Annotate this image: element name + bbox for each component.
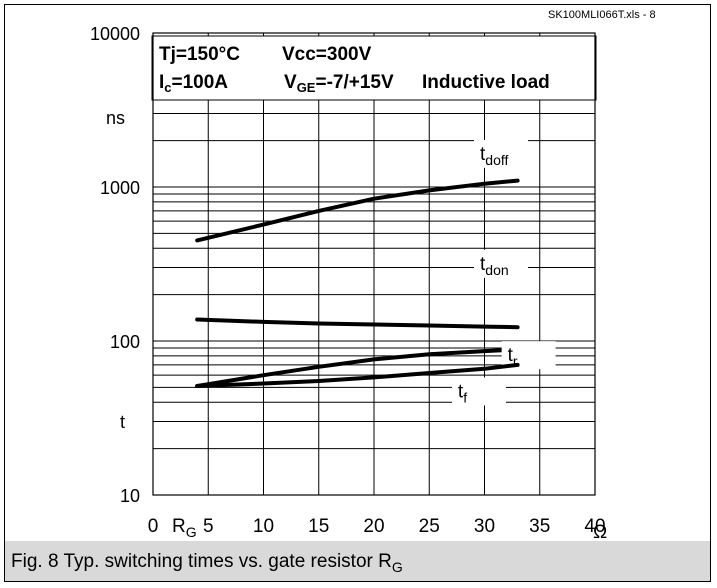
x-tick-label: 20 <box>363 516 384 537</box>
series-label-don: tdon <box>480 254 509 278</box>
caption-sub: G <box>391 559 403 575</box>
x-unit-label: Ω <box>593 522 607 543</box>
series-label-f: tf <box>458 381 467 405</box>
condition-vcc: Vcc=300V <box>282 44 372 65</box>
series-label-bg <box>474 249 529 278</box>
y-tick-label: 10000 <box>90 24 140 44</box>
series-line-f <box>195 362 520 388</box>
condition-tj: Tj=150°C <box>159 44 240 65</box>
x-tick-label: 35 <box>529 516 550 537</box>
y-unit-label: ns <box>106 108 125 128</box>
series-layer: tdoff tdon tr tf <box>195 139 556 406</box>
series-label-bg <box>451 377 506 406</box>
y-tick-label: 1000 <box>100 178 140 198</box>
series-line-r <box>195 347 520 388</box>
source-label: SK100MLI066T.xls - 8 <box>548 9 656 21</box>
x-tick-label: 5 <box>203 516 214 537</box>
condition-ic: Ic=100A <box>159 72 228 95</box>
x-tick-label: 25 <box>419 516 440 537</box>
series-label-r: tr <box>508 345 518 369</box>
x-tick-label: 40 <box>584 516 605 537</box>
plot-border <box>152 32 596 496</box>
plot-grid <box>153 33 595 495</box>
caption-text: Fig. 8 Typ. switching times vs. gate res… <box>11 551 392 572</box>
condition-load: Inductive load <box>422 72 550 93</box>
y-tick-label: 100 <box>110 332 140 352</box>
x-tick-label: 10 <box>253 516 274 537</box>
x-tick-label: 30 <box>474 516 495 537</box>
series-label-doff: tdoff <box>480 144 508 168</box>
series-line-don <box>195 317 520 330</box>
condition-vge: VGE=-7/+15V <box>284 72 394 95</box>
figure-caption: Fig. 8 Typ. switching times vs. gate res… <box>4 541 711 582</box>
series-label-bg <box>474 139 529 168</box>
y-tick-label: 10 <box>120 486 140 506</box>
y-quantity-label: t <box>120 412 125 432</box>
x-tick-label: 15 <box>308 516 329 537</box>
tick-labels: 0 5 10 15 20 25 30 35 40 10 100 1000 10000 <box>90 24 606 537</box>
x-tick-label: 0 <box>148 516 159 537</box>
conditions-box <box>151 35 597 101</box>
x-quantity-label: RG <box>172 516 197 540</box>
series-line-doff <box>195 178 520 243</box>
